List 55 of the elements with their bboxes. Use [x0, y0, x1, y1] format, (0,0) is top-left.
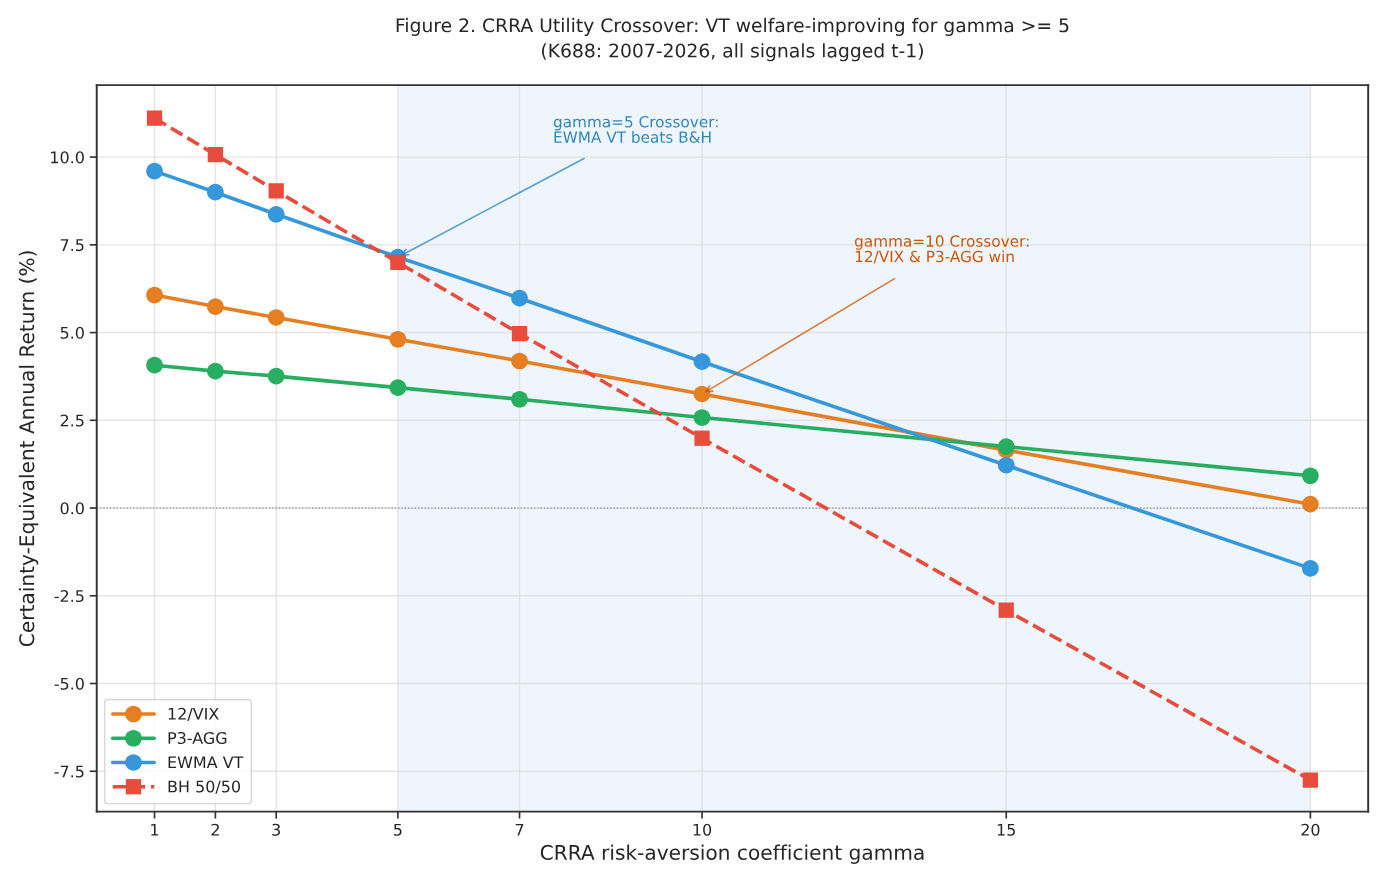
point — [1302, 560, 1319, 577]
legend-label: EWMA VT — [168, 756, 244, 769]
point — [511, 325, 528, 342]
x-tick-label: 10 — [693, 823, 712, 836]
point — [1302, 772, 1319, 788]
annotation: gamma=10 Crossover: 12/VIX & P3-AGG win — [854, 235, 1029, 264]
y-tick-label: -2.5 — [54, 589, 84, 603]
point — [267, 205, 285, 223]
point — [694, 430, 710, 446]
point — [390, 254, 406, 271]
y-tick-label: 0.0 — [60, 502, 84, 515]
point — [1302, 495, 1319, 513]
y-tick-label: 2.5 — [60, 414, 84, 427]
x-axis-title: CRRA risk-aversion coefficient gamma — [540, 844, 924, 864]
point — [997, 438, 1015, 455]
point — [389, 379, 407, 396]
point — [511, 289, 528, 307]
point — [146, 110, 163, 126]
point — [693, 409, 711, 426]
annotation: gamma=5 Crossover: EWMA VT beats B&H — [553, 115, 718, 143]
point — [146, 162, 163, 180]
point — [267, 367, 285, 385]
point — [267, 309, 285, 326]
point — [207, 183, 224, 201]
legend-label: 12/VIX — [168, 707, 219, 722]
y-tick-label: -7.5 — [54, 765, 84, 778]
x-tick-label: 1 — [151, 823, 159, 836]
x-tick-label: 5 — [394, 823, 402, 836]
y-tick-label: -5.0 — [54, 677, 84, 690]
x-tick-label: 7 — [515, 823, 524, 836]
point — [997, 456, 1015, 474]
point — [207, 147, 224, 163]
x-tick-label: 15 — [997, 823, 1015, 836]
point — [207, 298, 224, 315]
point — [511, 390, 528, 408]
chart-title: Figure 2. CRRA Utility Crossover: VT welfare-improving for gamma >= 5 (K688: 2007-2026, all signals lagged t-1) — [396, 17, 1069, 62]
point — [511, 352, 528, 370]
point — [146, 356, 163, 374]
x-tick-label: 20 — [1301, 823, 1320, 836]
legend-label: P3-AGG — [168, 731, 227, 745]
point — [207, 362, 224, 380]
point — [146, 286, 163, 304]
point — [693, 353, 711, 371]
point — [1302, 467, 1319, 485]
point — [389, 330, 407, 348]
y-tick-label: 7.5 — [60, 239, 84, 252]
x-tick-label: 2 — [211, 823, 219, 836]
y-tick-label: 10.0 — [51, 151, 84, 164]
x-tick-label: 3 — [272, 823, 280, 836]
y-axis-title: Certainty-Equivalent Annual Return (%) — [18, 251, 39, 647]
legend-label: BH 50/50 — [168, 780, 241, 794]
y-tick-label: 5.0 — [60, 326, 84, 339]
point — [268, 183, 284, 199]
point — [998, 602, 1014, 618]
point — [693, 385, 711, 403]
